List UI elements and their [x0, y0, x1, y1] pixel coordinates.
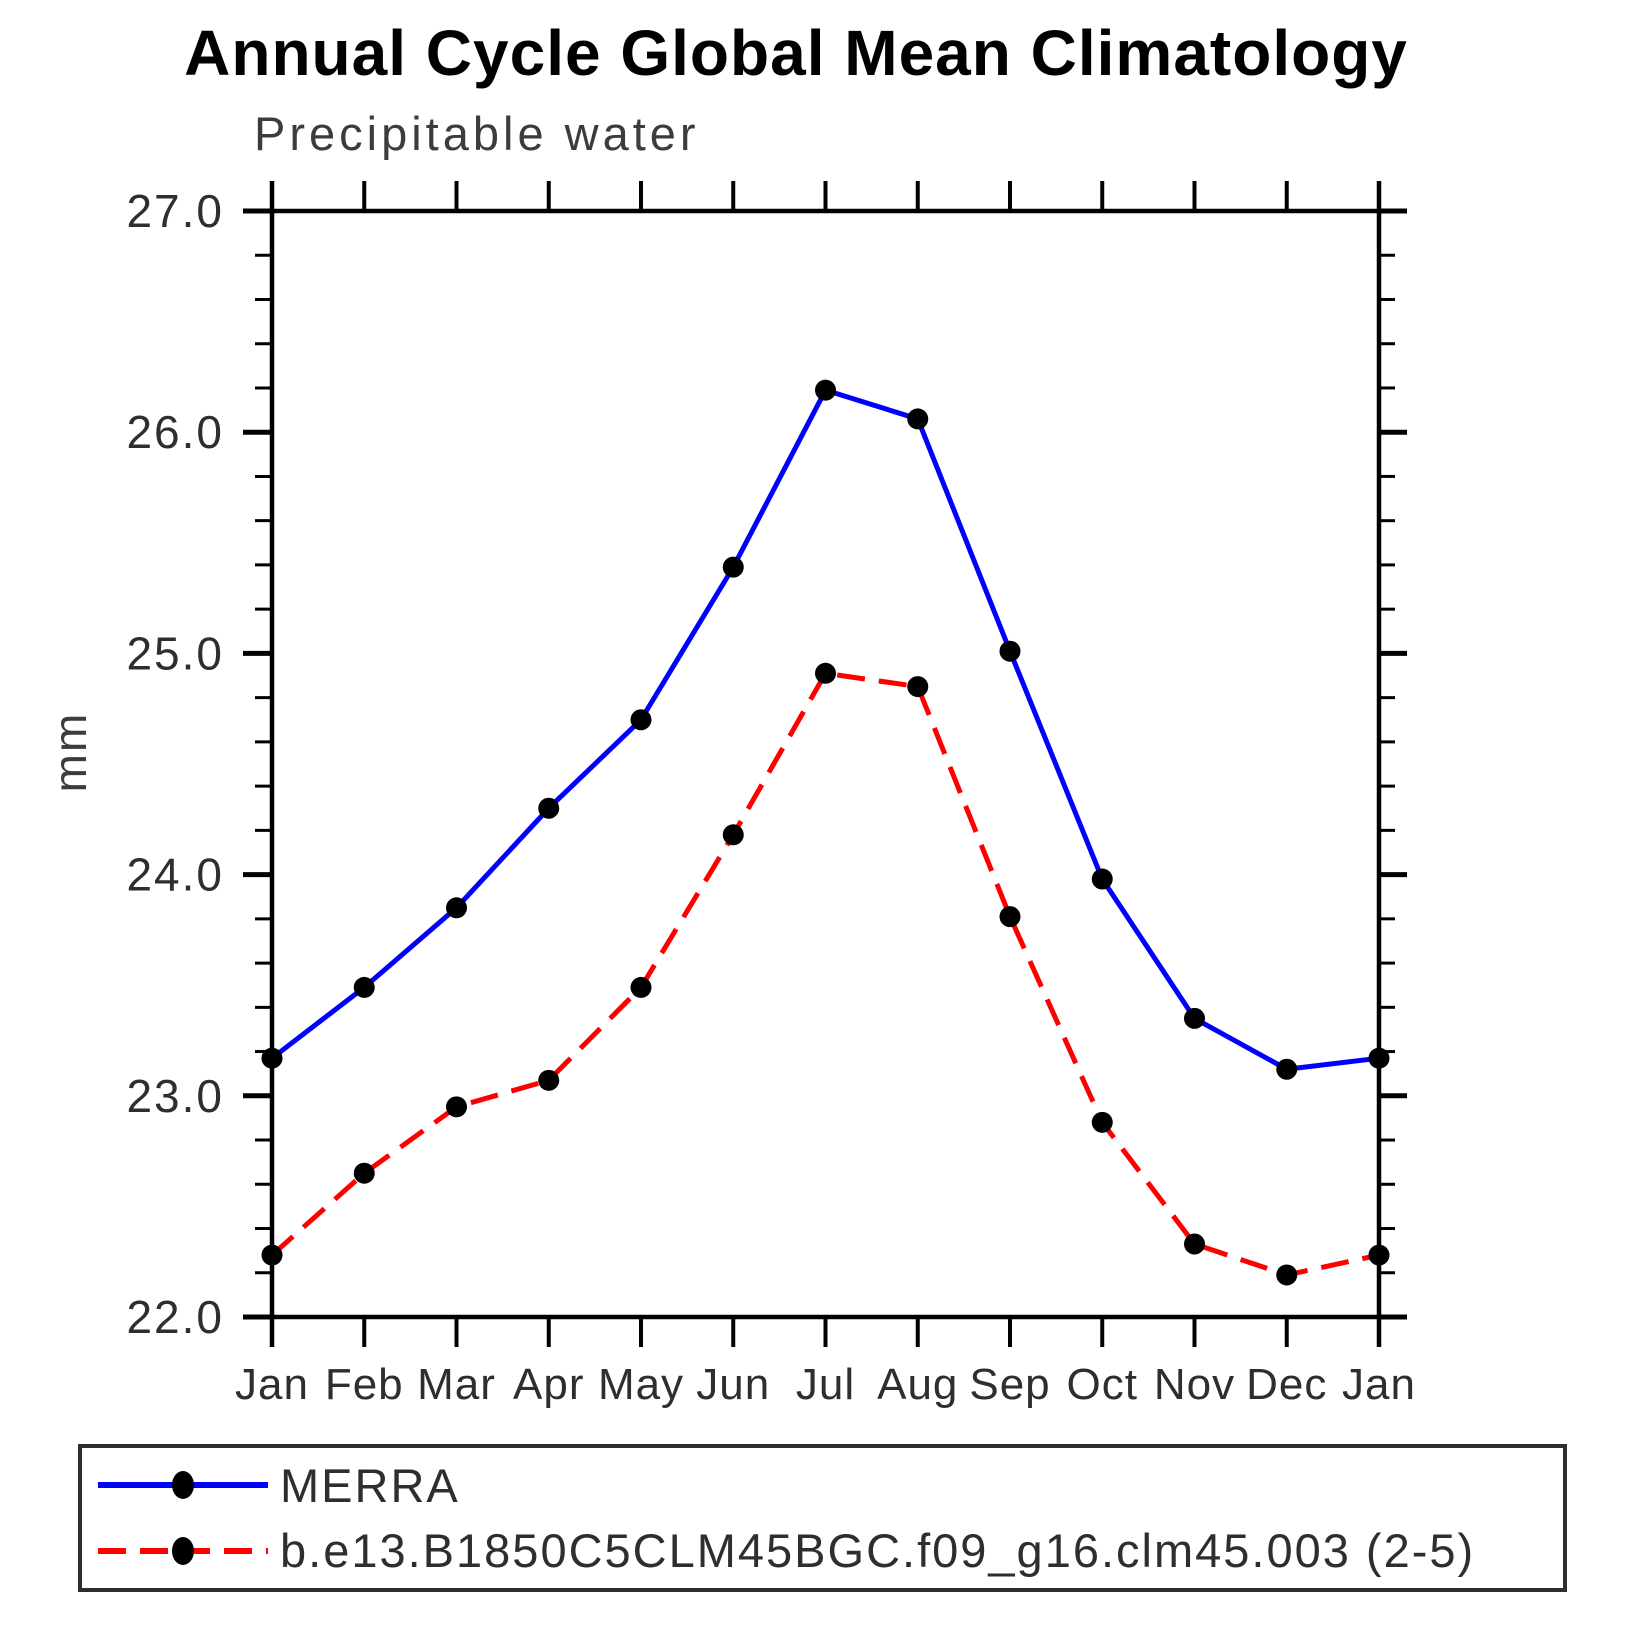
y-tick-label: 27.0 [126, 185, 224, 237]
y-tick-label: 24.0 [126, 849, 224, 901]
series-line-model [270, 670, 1380, 1278]
legend-line-sample-solid [98, 1471, 268, 1500]
x-tick-label: Aug [877, 1360, 958, 1409]
data-point-merra [1368, 1047, 1390, 1069]
data-point-model [1276, 1264, 1298, 1286]
data-point-model [538, 1069, 560, 1091]
data-point-merra [1276, 1058, 1298, 1080]
data-point-merra [353, 976, 375, 998]
x-tick-label: Feb [325, 1360, 404, 1409]
x-tick-label: Jun [696, 1360, 770, 1409]
x-tick-label: Jul [796, 1360, 855, 1409]
data-point-model [1184, 1233, 1205, 1255]
legend-item-merra: MERRA [82, 1457, 1563, 1513]
legend: MERRA b.e13.B1850C5CLM45BGC.f09_g16.clm4… [78, 1444, 1567, 1592]
y-tick-label: 25.0 [126, 627, 224, 679]
legend-item-model: b.e13.B1850C5CLM45BGC.f09_g16.clm45.003 … [82, 1523, 1563, 1579]
x-tick-label: Nov [1154, 1360, 1235, 1409]
data-point-merra [815, 379, 836, 401]
legend-label-model: b.e13.B1850C5CLM45BGC.f09_g16.clm45.003 … [280, 1524, 1476, 1578]
data-point-model [630, 976, 652, 998]
y-tick-label: 26.0 [126, 406, 224, 458]
series-line-merra [270, 387, 1380, 1072]
x-tick-label: Mar [417, 1360, 496, 1409]
data-point-merra [907, 408, 929, 430]
x-tick-label: Dec [1246, 1360, 1327, 1409]
data-point-merra [538, 797, 560, 819]
data-point-model [353, 1162, 375, 1184]
legend-marker-model [172, 1536, 194, 1565]
data-point-model [261, 1244, 283, 1266]
data-point-merra [1091, 868, 1113, 890]
data-point-merra [446, 897, 467, 919]
y-tick-label: 23.0 [126, 1070, 224, 1122]
x-tick-label: Oct [1067, 1360, 1138, 1409]
x-tick-label: Jan [1342, 1360, 1416, 1409]
data-point-model [1091, 1111, 1113, 1133]
data-point-model [446, 1096, 467, 1118]
data-point-merra [630, 709, 652, 731]
x-tick-label: Apr [513, 1360, 584, 1409]
legend-marker-merra [172, 1471, 194, 1500]
data-point-model [722, 824, 744, 846]
data-point-model [815, 662, 836, 684]
x-tick-label: Jan [235, 1360, 309, 1409]
legend-line-sample-dashed [98, 1536, 268, 1565]
data-point-model [907, 676, 929, 698]
data-point-merra [999, 640, 1021, 662]
chart-subtitle: Precipitable water [254, 107, 700, 160]
data-point-merra [722, 556, 744, 578]
data-point-model [999, 906, 1021, 928]
data-point-model [1368, 1244, 1390, 1266]
x-tick-label: May [598, 1360, 684, 1409]
legend-label-merra: MERRA [280, 1458, 460, 1512]
x-tick-label: Sep [969, 1360, 1050, 1409]
chart-title: Annual Cycle Global Mean Climatology [184, 17, 1408, 89]
data-point-merra [1184, 1007, 1205, 1029]
data-point-merra [261, 1047, 283, 1069]
y-tick-label: 22.0 [126, 1291, 224, 1343]
